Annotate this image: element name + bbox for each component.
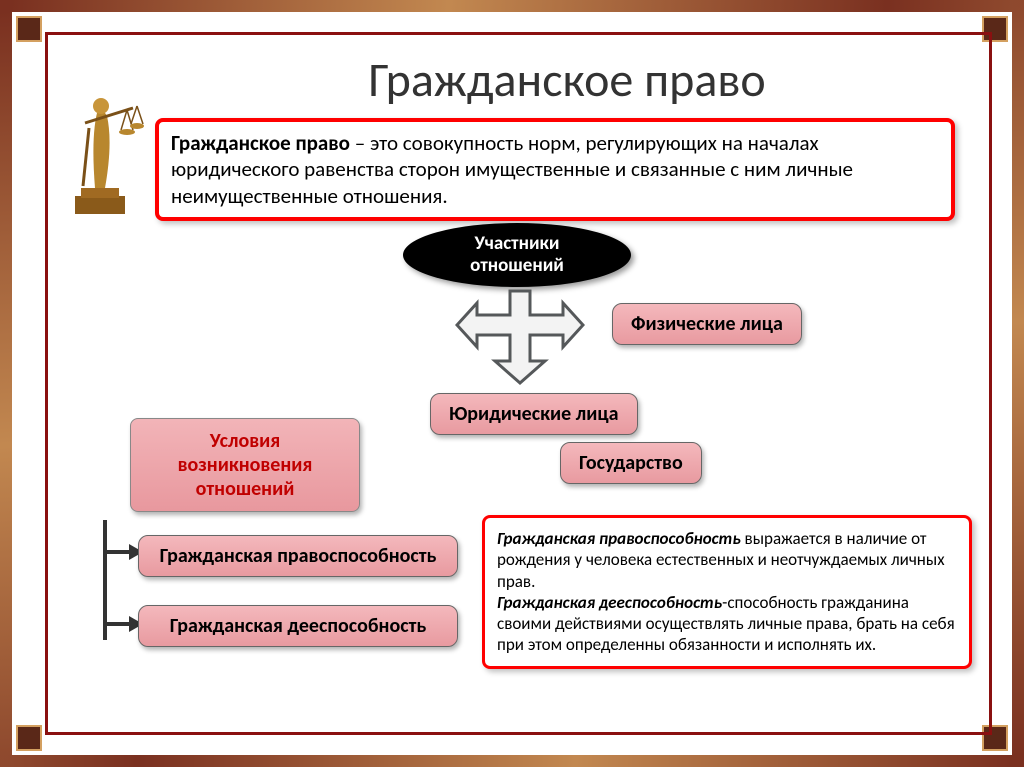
participants-label: Участники отношений bbox=[470, 233, 564, 277]
participants-oval: Участники отношений bbox=[403, 223, 631, 287]
frame-corner bbox=[16, 16, 42, 42]
node-state: Государство bbox=[560, 442, 702, 484]
node-legal-capacity: Гражданская правоспособность bbox=[138, 535, 458, 577]
info-box: Гражданская правоспособность выражается … bbox=[482, 515, 972, 669]
justice-statue-icon bbox=[55, 68, 145, 218]
frame-corner bbox=[16, 725, 42, 751]
node-legal-persons: Юридические лица bbox=[430, 393, 638, 435]
info-term-2: Гражданская дееспособность bbox=[497, 592, 722, 613]
node-legal-dispositive: Гражданская дееспособность bbox=[138, 605, 458, 647]
slide-title: Гражданское право bbox=[170, 50, 964, 109]
definition-term: Гражданское право bbox=[171, 130, 350, 156]
conditions-header: Условия возникновения отношений bbox=[130, 418, 360, 512]
three-way-arrow-icon bbox=[455, 285, 585, 385]
definition-box: Гражданское право – это совокупность нор… bbox=[155, 118, 955, 221]
info-term-1: Гражданская правоспособность bbox=[497, 528, 741, 549]
node-physical-persons: Физические лица bbox=[612, 303, 802, 345]
